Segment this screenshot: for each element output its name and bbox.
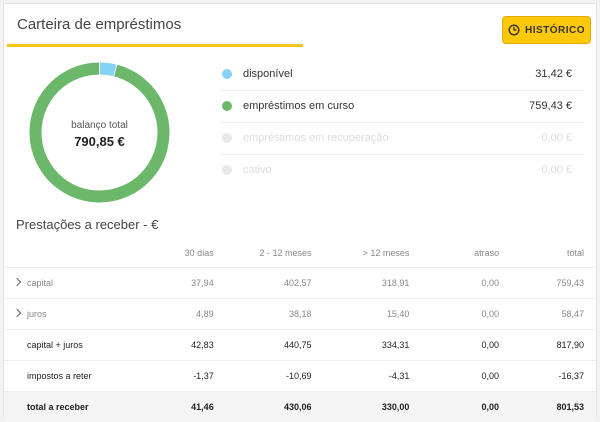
legend-value: 759,43 € — [529, 100, 572, 112]
row-label: capital — [27, 278, 53, 288]
legend-label: empréstimos em curso — [243, 100, 354, 112]
legend-item-captive: cativo 0,00 € — [220, 155, 584, 186]
legend-label: empréstimos em recuperação — [243, 132, 389, 144]
table-cell: 0,00 — [421, 361, 511, 392]
chevron-right-icon[interactable] — [13, 309, 21, 317]
balance-legend: disponível 31,42 € empréstimos em curso … — [220, 59, 584, 186]
table-row-total-receivable: total a receber 41,46 430,06 330,00 0,00… — [4, 392, 596, 422]
clock-icon — [508, 24, 520, 36]
table-row-capital-plus-interest: capital + juros 42,83 440,75 334,31 0,00… — [4, 330, 596, 361]
table-cell: 430,06 — [226, 392, 324, 422]
donut-slice-available — [100, 69, 115, 71]
column-header: > 12 meses — [324, 239, 422, 268]
table-cell: 759,43 — [511, 268, 596, 299]
table-cell: 318,91 — [324, 268, 422, 299]
row-label-cell: capital + juros — [4, 330, 152, 361]
balance-donut-chart — [27, 60, 172, 205]
legend-dot-available — [222, 69, 232, 79]
title-underline — [7, 44, 303, 47]
legend-dot-loans-in-progress — [222, 101, 232, 111]
history-button-label: HISTÓRICO — [525, 25, 585, 36]
column-header: 30 dias — [152, 239, 226, 268]
legend-value: 31,42 € — [535, 68, 572, 80]
table-header-row: 30 dias 2 - 12 meses > 12 meses atraso t… — [4, 239, 596, 268]
row-label: juros — [27, 309, 47, 319]
column-header — [4, 239, 152, 268]
row-label-cell: total a receber — [4, 392, 152, 422]
table-cell: 0,00 — [421, 330, 511, 361]
row-label-cell: juros — [4, 299, 152, 330]
donut-center-label: balanço total — [27, 120, 172, 131]
row-label: total a receber — [27, 402, 89, 412]
table-cell: 58,47 — [511, 299, 596, 330]
row-label-cell: capital — [4, 268, 152, 299]
legend-label: disponível — [243, 68, 293, 80]
page-title: Carteira de empréstimos — [17, 16, 181, 33]
column-header: 2 - 12 meses — [226, 239, 324, 268]
legend-dot-captive — [222, 165, 232, 175]
table-row-taxes-withheld: impostos a reter -1,37 -10,69 -4,31 0,00… — [4, 361, 596, 392]
table-cell: 15,40 — [324, 299, 422, 330]
legend-item-available: disponível 31,42 € — [220, 59, 584, 91]
table-cell: -16,37 — [511, 361, 596, 392]
chevron-right-icon[interactable] — [13, 278, 21, 286]
column-header: atraso — [421, 239, 511, 268]
table-cell: 42,83 — [152, 330, 226, 361]
column-header: total — [511, 239, 596, 268]
donut-center-total: 790,85 € — [27, 134, 172, 149]
history-button[interactable]: HISTÓRICO — [502, 16, 591, 44]
table-cell: 0,00 — [421, 392, 511, 422]
table-cell: 4,89 — [152, 299, 226, 330]
table-cell: 0,00 — [421, 268, 511, 299]
table-cell: 817,90 — [511, 330, 596, 361]
legend-value: 0,00 € — [541, 132, 572, 144]
installments-title: Prestações a receber - € — [16, 217, 158, 232]
table-cell: 41,46 — [152, 392, 226, 422]
table-cell: 330,00 — [324, 392, 422, 422]
table-cell: 37,94 — [152, 268, 226, 299]
table-cell: 440,75 — [226, 330, 324, 361]
table-row-capital[interactable]: capital 37,94 402,57 318,91 0,00 759,43 — [4, 268, 596, 299]
row-label-cell: impostos a reter — [4, 361, 152, 392]
table-cell: -4,31 — [324, 361, 422, 392]
table-cell: -1,37 — [152, 361, 226, 392]
installments-table: 30 dias 2 - 12 meses > 12 meses atraso t… — [4, 239, 596, 422]
legend-value: 0,00 € — [541, 164, 572, 176]
table-cell: 334,31 — [324, 330, 422, 361]
row-label: capital + juros — [27, 340, 83, 350]
donut-slice-loans-in-progress — [36, 69, 164, 197]
legend-label: cativo — [243, 164, 272, 176]
table-cell: 0,00 — [421, 299, 511, 330]
table-cell: 402,57 — [226, 268, 324, 299]
table-cell: 801,53 — [511, 392, 596, 422]
legend-dot-loans-in-recovery — [222, 133, 232, 143]
legend-item-loans-in-recovery: empréstimos em recuperação 0,00 € — [220, 123, 584, 155]
legend-item-loans-in-progress: empréstimos em curso 759,43 € — [220, 91, 584, 123]
table-cell: -10,69 — [226, 361, 324, 392]
table-row-interest[interactable]: juros 4,89 38,18 15,40 0,00 58,47 — [4, 299, 596, 330]
table-cell: 38,18 — [226, 299, 324, 330]
row-label: impostos a reter — [27, 371, 92, 381]
